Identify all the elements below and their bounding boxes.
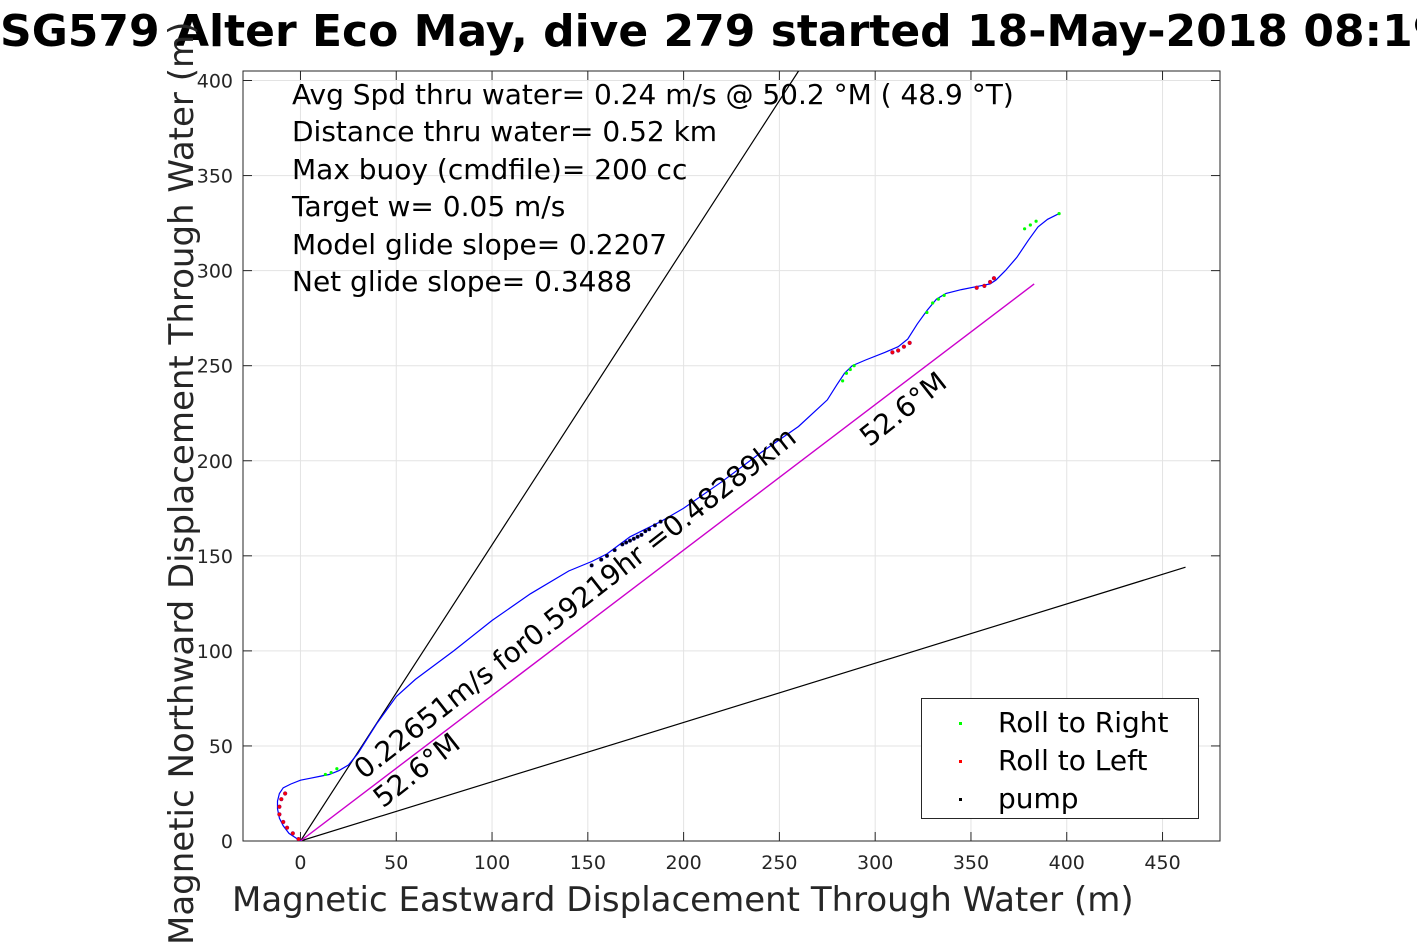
dive-stats: Avg Spd thru water= 0.24 m/s @ 50.2 °M (… — [292, 76, 1014, 300]
pump-point — [640, 533, 643, 537]
pump-point — [659, 520, 663, 523]
x-tick-label: 250 — [761, 852, 797, 874]
stat-max-buoy: Max buoy (cmdfile)= 200 cc — [292, 152, 688, 186]
roll-left-marker-icon — [959, 760, 962, 763]
pump-point — [632, 537, 636, 541]
roll-right-point — [1034, 219, 1038, 223]
y-tick-label: 200 — [197, 451, 233, 473]
roll-left-point — [982, 284, 986, 288]
pump-point — [605, 554, 609, 558]
y-axis-label: Magnetic Northward Displacement Through … — [162, 21, 202, 945]
roll-right-point — [936, 297, 940, 301]
y-tick-label: 300 — [197, 261, 233, 283]
x-tick-label: 150 — [570, 852, 606, 874]
pump-point — [628, 539, 632, 543]
y-tick-label: 50 — [209, 736, 233, 758]
stat-model-glide-slope: Model glide slope= 0.2207 — [292, 227, 668, 261]
pump-marker-icon — [959, 798, 962, 801]
roll-right-point — [931, 301, 935, 305]
roll-left-point — [291, 831, 295, 835]
model-heading-line — [300, 283, 1035, 841]
stat-distance: Distance thru water= 0.52 km — [292, 115, 718, 149]
roll-left-point — [890, 350, 894, 354]
stat-avg-speed: Avg Spd thru water= 0.24 m/s @ 50.2 °M (… — [292, 78, 1014, 111]
stat-net-glide-slope: Net glide slope= 0.3488 — [292, 264, 633, 298]
pump-point — [599, 558, 603, 562]
pump-point — [590, 563, 594, 567]
data-layer — [276, 71, 1186, 841]
roll-right-marker-icon — [959, 722, 962, 725]
x-tick-label: 100 — [474, 852, 510, 874]
roll-left-point — [277, 805, 281, 809]
legend-item-roll-right: Roll to Right — [922, 704, 1198, 742]
roll-right-point — [323, 772, 327, 777]
roll-left-point — [297, 837, 301, 841]
reference-line — [300, 566, 1186, 841]
y-tick-label: 400 — [197, 71, 233, 93]
pump-point — [647, 527, 651, 531]
roll-left-point — [281, 820, 285, 824]
roll-left-point — [988, 280, 992, 284]
tick-marks — [243, 71, 1220, 842]
roll-right-point — [844, 371, 849, 375]
axes-box — [242, 70, 1221, 842]
pump-point — [643, 529, 647, 533]
y-tick-label: 0 — [221, 831, 233, 853]
chart-title: SG579 Alter Eco May, dive 279 started 18… — [0, 6, 1417, 57]
roll-right-point — [852, 364, 856, 368]
legend-item-pump: pump — [922, 780, 1198, 818]
pump-point — [613, 548, 617, 552]
pump-point — [620, 543, 624, 546]
x-tick-label: 50 — [384, 852, 408, 874]
x-tick-label: 0 — [294, 852, 306, 874]
roll-left-point — [992, 276, 996, 280]
pump-point — [636, 535, 640, 539]
roll-right-point — [1057, 211, 1061, 216]
roll-left-point — [908, 341, 912, 345]
roll-left-point — [896, 348, 900, 352]
roll-right-point — [942, 293, 946, 297]
legend: Roll to Right Roll to Left pump — [921, 698, 1199, 819]
roll-left-point — [283, 791, 287, 795]
x-tick-label: 300 — [857, 852, 893, 874]
tick-labels: 0 50 100 150 200 250 300 350 400 450 0 50 100 150 200 2… — [197, 71, 1181, 874]
roll-right-point — [848, 367, 852, 372]
y-tick-label: 250 — [197, 356, 233, 378]
x-tick-label: 200 — [665, 852, 701, 874]
roll-left-point — [279, 797, 283, 801]
roll-left-point — [975, 286, 979, 290]
legend-label: pump — [998, 782, 1079, 815]
x-tick-label: 350 — [953, 852, 989, 874]
legend-label: Roll to Left — [998, 744, 1148, 777]
y-tick-label: 150 — [197, 546, 233, 568]
pump-point — [653, 523, 657, 527]
roll-right-point — [1028, 223, 1032, 227]
pump-point — [624, 541, 628, 544]
roll-right-point — [335, 767, 339, 771]
stat-target-w: Target w= 0.05 m/s — [292, 190, 566, 224]
reference-line — [299, 71, 800, 841]
roll-right-point — [841, 379, 845, 383]
roll-left-point — [285, 826, 289, 830]
y-tick-label: 100 — [197, 641, 233, 663]
roll-right-point — [925, 310, 929, 315]
x-axis-label: Magnetic Eastward Displacement Through W… — [232, 880, 1134, 920]
x-tick-label: 400 — [1049, 852, 1085, 874]
y-tick-label: 350 — [197, 166, 233, 188]
roll-right-point — [329, 770, 333, 775]
legend-item-roll-left: Roll to Left — [922, 742, 1198, 780]
legend-label: Roll to Right — [998, 706, 1169, 739]
roll-left-point — [277, 812, 281, 816]
roll-right-point — [1023, 227, 1027, 231]
x-tick-label: 450 — [1144, 852, 1180, 874]
roll-left-point — [902, 345, 906, 349]
